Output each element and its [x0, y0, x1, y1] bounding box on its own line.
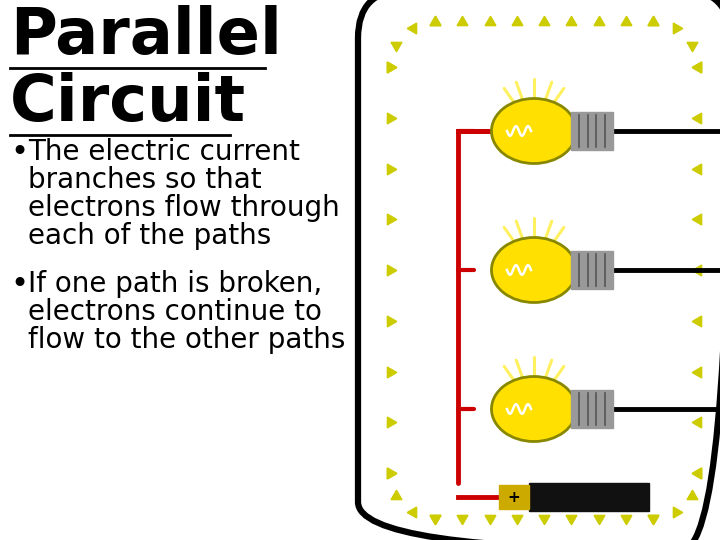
Text: If one path is broken,: If one path is broken,: [28, 270, 323, 298]
Bar: [499, 485, 529, 509]
Bar: [571, 251, 613, 289]
Text: branches so that: branches so that: [28, 166, 261, 194]
Ellipse shape: [492, 98, 577, 164]
Ellipse shape: [492, 238, 577, 302]
Text: flow to the other paths: flow to the other paths: [28, 326, 346, 354]
Text: each of the paths: each of the paths: [28, 222, 271, 250]
Text: The electric current: The electric current: [28, 138, 300, 166]
Text: Parallel: Parallel: [10, 5, 282, 67]
Text: +: +: [508, 489, 521, 504]
Bar: [529, 483, 649, 511]
Text: electrons flow through: electrons flow through: [28, 194, 340, 222]
Ellipse shape: [492, 376, 577, 442]
Text: •: •: [10, 270, 28, 299]
Bar: [571, 390, 613, 428]
Bar: [571, 112, 613, 150]
Text: Circuit: Circuit: [10, 72, 246, 134]
Text: •: •: [10, 138, 28, 167]
Text: electrons continue to: electrons continue to: [28, 298, 322, 326]
